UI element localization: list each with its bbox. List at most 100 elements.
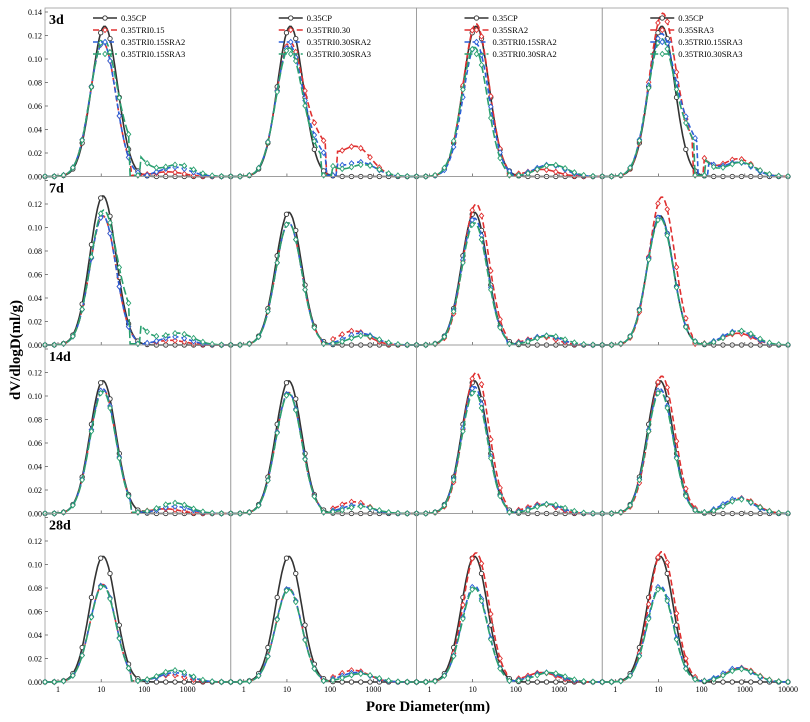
series-point	[478, 61, 485, 69]
series-line	[230, 588, 417, 683]
series-line	[45, 38, 231, 178]
series-point	[553, 670, 559, 677]
series-point	[655, 378, 661, 386]
series-point	[618, 171, 624, 179]
series-point	[293, 35, 299, 42]
legend-label: 0.35CP	[493, 13, 519, 23]
series-point	[506, 677, 513, 685]
series-point	[720, 672, 726, 679]
series-point	[636, 137, 643, 144]
panel-r1-c2: 0.35CP 0.35TRI0.30 0.35TRI0.30SRA2 0.35TRI0…	[227, 7, 420, 180]
x-tick-label: 1	[56, 685, 60, 694]
panel-r1-c3: 0.35CP 0.35SRA2 0.35TRI0.15SRA2 0.35TRI0.30…	[413, 7, 606, 180]
series-point	[172, 503, 178, 510]
panel-r2-c3	[413, 176, 606, 349]
series-line	[45, 555, 231, 683]
legend-marker	[659, 50, 666, 58]
series-point	[645, 428, 652, 435]
legend-marker	[473, 50, 480, 58]
series-point	[645, 600, 652, 608]
series-point	[562, 171, 568, 178]
series-point	[488, 610, 494, 618]
panel-frame	[44, 513, 232, 683]
series-line	[230, 391, 417, 515]
series-point	[283, 30, 290, 36]
series-point	[70, 164, 76, 171]
y-tick-label: 0.12	[28, 200, 42, 209]
legend-label: 0.35TRI0.15SRA2	[493, 37, 557, 47]
y-tick-label: 0.12	[28, 537, 42, 546]
series-point	[720, 334, 726, 342]
series-point	[385, 677, 392, 684]
series-point	[738, 665, 745, 673]
series-line	[416, 203, 603, 346]
series-point	[70, 672, 76, 679]
series-point	[497, 665, 503, 672]
series-point	[525, 506, 531, 514]
series-point	[125, 299, 132, 307]
series-point	[107, 595, 113, 603]
x-tick-label: 100	[324, 685, 336, 694]
series-line	[230, 391, 417, 515]
series-point	[97, 214, 104, 221]
series-point	[292, 236, 299, 243]
series-point	[608, 678, 615, 686]
panel-frame	[601, 344, 789, 514]
series-point	[367, 672, 373, 679]
legend-marker	[287, 38, 294, 46]
series-point	[190, 334, 197, 342]
series-point	[125, 131, 132, 138]
y-tick-label: 0.08	[28, 79, 42, 88]
series-point	[478, 560, 485, 567]
legend-label: 0.35TRI0.30	[307, 25, 350, 35]
series-point	[181, 508, 188, 515]
series-point	[488, 454, 494, 462]
series-point	[357, 161, 364, 169]
series-point	[710, 676, 717, 683]
series-point	[580, 677, 587, 685]
series-point	[404, 678, 411, 686]
series-line	[602, 217, 788, 346]
series-line	[230, 44, 417, 178]
series-point	[395, 340, 401, 348]
panel-r2-c2	[227, 176, 420, 349]
series-line	[45, 209, 231, 346]
x-tick-label: 1	[613, 685, 617, 694]
series-line	[45, 388, 231, 515]
row-label: 3d	[49, 13, 64, 28]
series-point	[738, 679, 745, 685]
panel-frame	[416, 176, 603, 346]
series-line	[602, 551, 788, 683]
series-point	[478, 404, 485, 412]
panel-r4-c4: 1 10 100 1000 10000	[599, 513, 798, 694]
series-point	[107, 219, 113, 227]
legend-marker	[288, 15, 294, 21]
series-point	[181, 162, 188, 170]
series-point	[766, 676, 773, 684]
series-point	[292, 598, 299, 606]
series-point	[311, 137, 318, 145]
series-point	[97, 210, 104, 217]
legend-marker	[473, 26, 480, 34]
series-point	[627, 164, 633, 172]
legend-label: 0.35TRI0.15SRA2	[121, 37, 185, 47]
y-tick-label: 0.12	[28, 32, 42, 41]
series-point	[348, 163, 355, 171]
series-point	[209, 678, 215, 685]
series-point	[163, 679, 169, 685]
series-point	[757, 504, 763, 511]
legend-marker	[659, 15, 665, 21]
series-line	[230, 392, 417, 515]
series-point	[469, 586, 476, 593]
series-point	[246, 677, 253, 685]
panel-frame	[44, 176, 232, 346]
series-point	[618, 677, 624, 685]
series-point	[627, 333, 633, 340]
series-point	[757, 673, 763, 680]
series-point	[97, 583, 104, 591]
y-tick-label: 0.12	[28, 369, 42, 378]
series-point	[655, 200, 661, 207]
panel-r1-c4: 0.35CP 0.35SRA3 0.35TRI0.15SRA3 0.35TRI0.30…	[599, 7, 791, 180]
y-tick-label: 0.08	[28, 416, 42, 425]
